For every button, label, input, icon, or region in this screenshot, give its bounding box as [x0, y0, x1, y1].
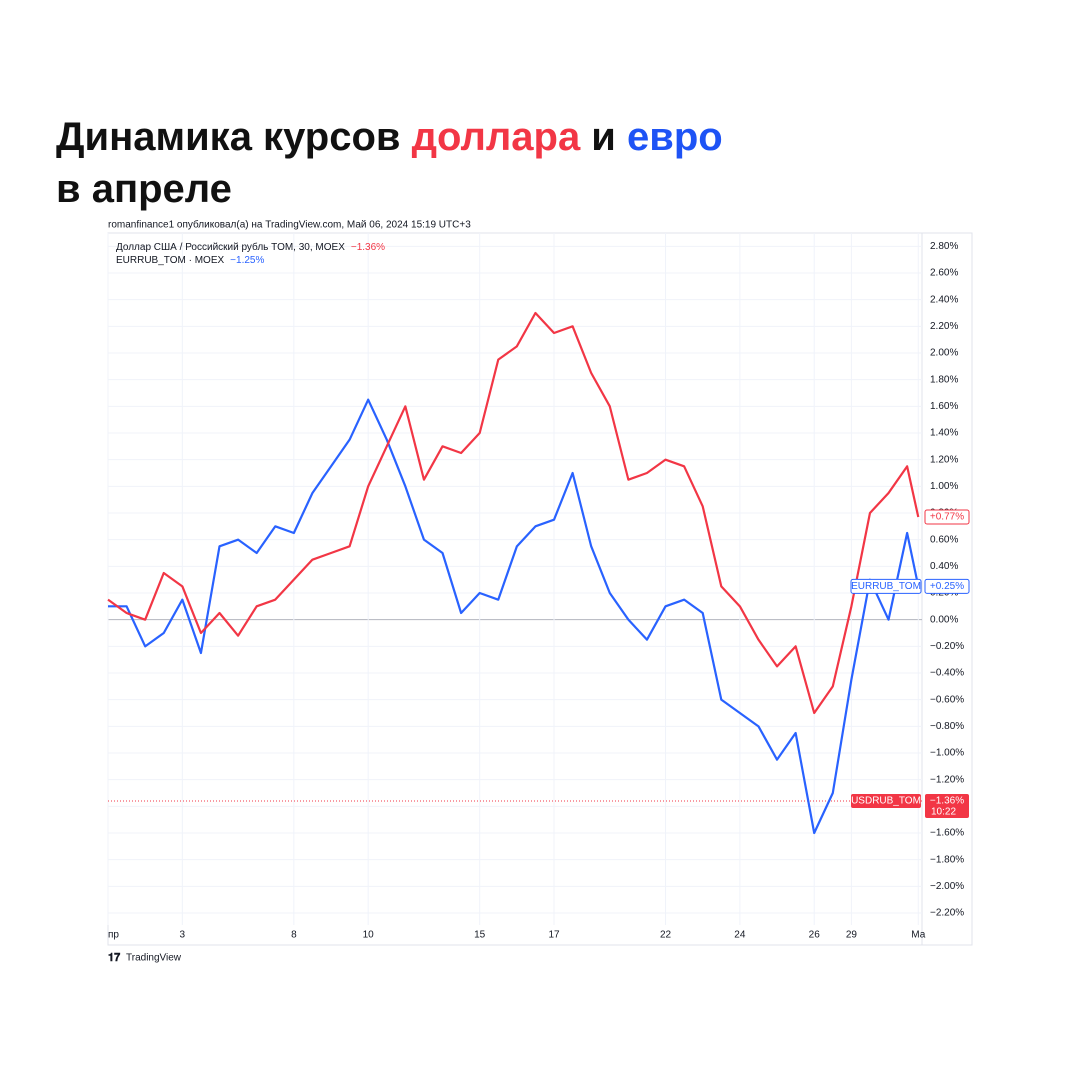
- y-tick-label: 0.60%: [930, 534, 958, 545]
- title-line2: в апреле: [56, 167, 232, 211]
- name-badge-label: USDRUB_TOM: [851, 796, 921, 807]
- y-tick-label: 0.40%: [930, 561, 958, 572]
- x-tick-label: 22: [660, 930, 672, 941]
- x-tick-label: Ма: [911, 930, 925, 941]
- countdown-label: 10:22: [931, 807, 956, 818]
- y-tick-label: 1.40%: [930, 428, 958, 439]
- x-tick-label: 15: [474, 930, 486, 941]
- y-tick-label: 2.80%: [930, 241, 958, 252]
- series-line: [108, 398, 920, 835]
- legend-name: EURRUB_TOM · MOEX: [116, 255, 224, 266]
- x-tick-label: 10: [363, 930, 375, 941]
- y-tick-label: 1.60%: [930, 401, 958, 412]
- name-badge: [851, 794, 921, 808]
- y-tick-label: 0.00%: [930, 614, 958, 625]
- title-part: Динамика курсов: [56, 115, 412, 159]
- title: Динамика курсов доллара и евро: [56, 115, 723, 159]
- y-tick-label: −0.60%: [930, 694, 964, 705]
- value-badge: [925, 794, 969, 818]
- y-tick-label: 2.40%: [930, 294, 958, 305]
- y-tick-label: 1.20%: [930, 454, 958, 465]
- y-tick-label: 2.00%: [930, 348, 958, 359]
- name-badge-label: EURRUB_TOM: [851, 581, 921, 592]
- footer: TradingView: [126, 953, 182, 964]
- title-part: евро: [627, 115, 723, 159]
- logo-mark: 𝟏𝟕: [108, 952, 121, 964]
- value-badge-label: +0.25%: [930, 581, 964, 592]
- y-tick-label: −2.20%: [930, 908, 964, 919]
- y-tick-label: −0.20%: [930, 641, 964, 652]
- x-tick-label: 8: [291, 930, 297, 941]
- legend-change: −1.25%: [230, 255, 264, 266]
- title-part: и: [580, 115, 627, 159]
- y-tick-label: −1.80%: [930, 854, 964, 865]
- y-tick-label: 1.80%: [930, 374, 958, 385]
- attribution: romanfinance1 опубликовал(а) на TradingV…: [108, 219, 471, 231]
- y-tick-label: −1.00%: [930, 748, 964, 759]
- y-tick-label: −1.20%: [930, 774, 964, 785]
- name-badge: [850, 578, 922, 594]
- x-tick-label: 29: [846, 930, 858, 941]
- chart-frame: [107, 232, 973, 946]
- y-tick-label: 1.00%: [930, 481, 958, 492]
- legend-entry: Доллар США / Российский рубль TOM, 30, M…: [116, 241, 385, 253]
- x-tick-label: пр: [108, 930, 119, 941]
- legend-name: Доллар США / Российский рубль TOM, 30, M…: [116, 241, 345, 253]
- value-badge-label: +0.77%: [930, 512, 964, 523]
- y-tick-label: −1.60%: [930, 828, 964, 839]
- x-tick-label: 24: [734, 930, 746, 941]
- value-badge: [924, 578, 970, 594]
- legend-entry: EURRUB_TOM · MOEX −1.25%: [116, 255, 264, 266]
- x-tick-label: 26: [809, 930, 821, 941]
- y-tick-label: −0.40%: [930, 668, 964, 679]
- y-tick-label: −2.00%: [930, 881, 964, 892]
- value-badge-label: −1.36%: [930, 796, 964, 807]
- legend-change: −1.36%: [351, 242, 385, 253]
- y-tick-label: 2.60%: [930, 268, 958, 279]
- y-tick-label: 2.20%: [930, 321, 958, 332]
- series-line: [107, 311, 920, 715]
- y-tick-label: −0.80%: [930, 721, 964, 732]
- value-badge: [924, 509, 970, 525]
- x-tick-label: 3: [180, 930, 186, 941]
- footer-logo: 𝟏𝟕: [108, 952, 121, 964]
- title-part: доллара: [412, 115, 581, 159]
- x-tick-label: 17: [548, 930, 560, 941]
